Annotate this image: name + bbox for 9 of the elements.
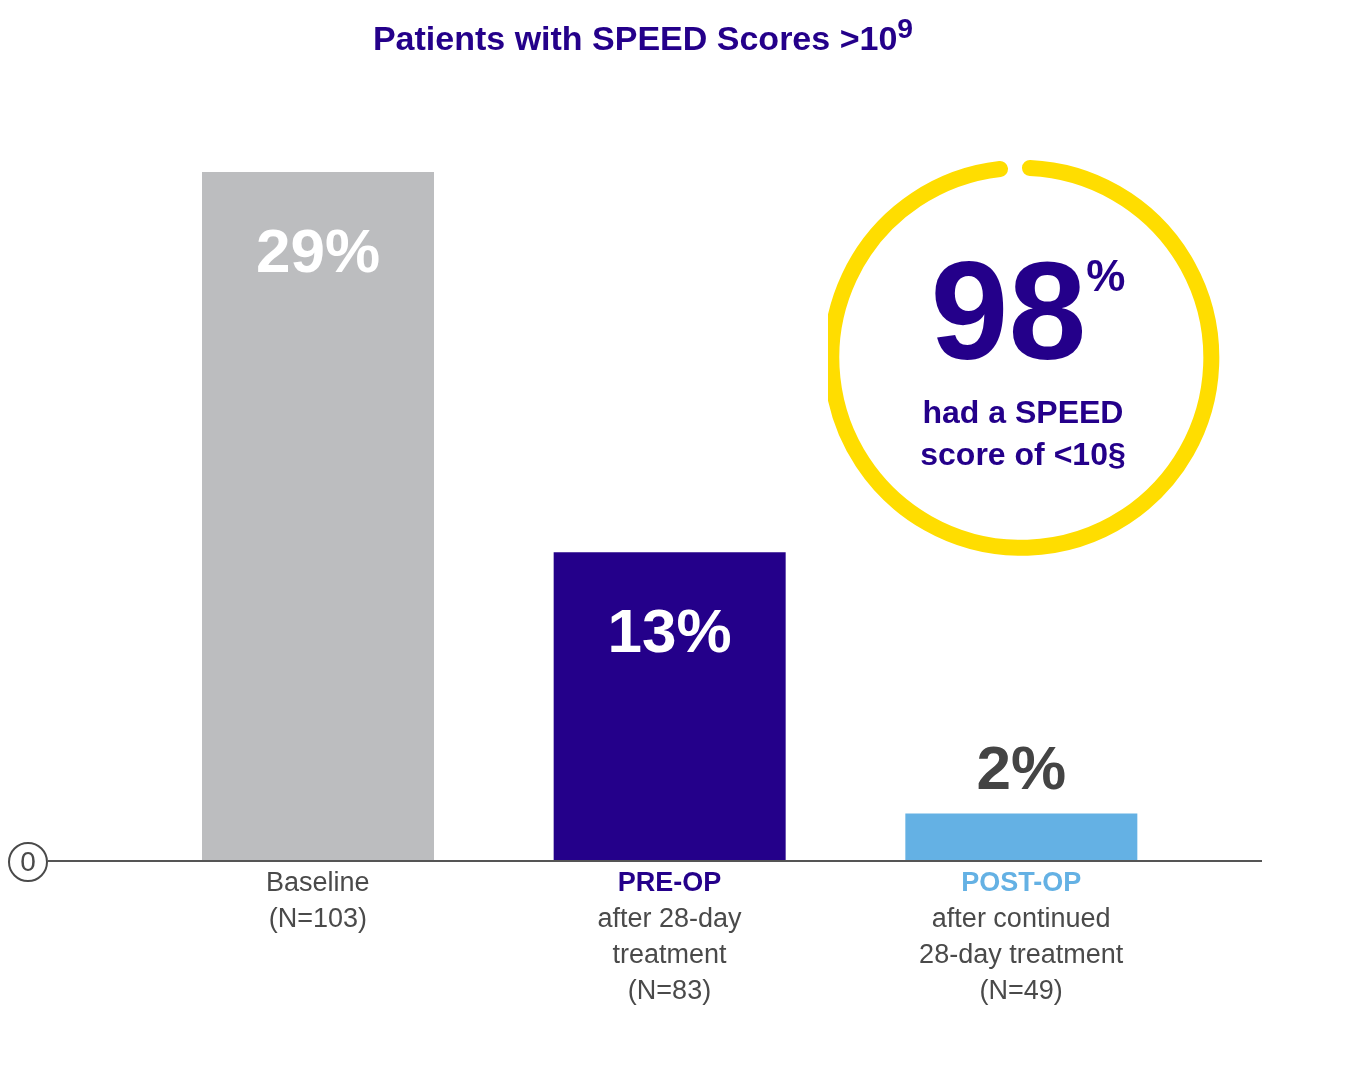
data-label: 13% <box>607 596 732 666</box>
annotation: had a SPEED score of <10§ <box>919 393 1127 474</box>
chart-title: Patients with SPEED Scores >10$^{9}$ <box>371 12 915 59</box>
data-label: 2% <box>976 733 1067 803</box>
x-tick-label: POST-OP after continued 28-day treatment (N=49) <box>919 867 1124 1005</box>
data-label: 29% <box>255 216 381 285</box>
annotation: 98% <box>929 232 1127 389</box>
x-tick-label: Baseline (N=103) <box>266 867 370 933</box>
x-tick-label: PRE-OP after 28-day treatment (N=83) <box>597 867 743 1005</box>
